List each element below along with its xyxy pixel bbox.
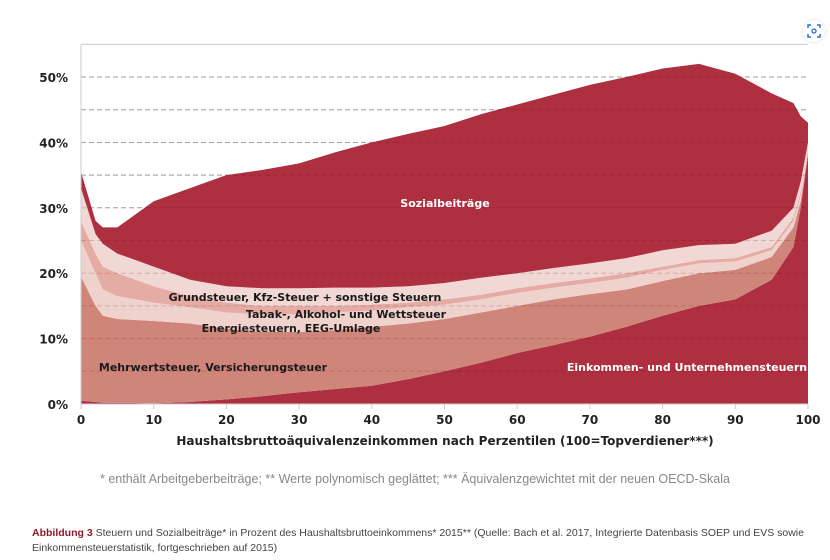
label-sozialbeitraege: Sozialbeiträge <box>400 197 489 210</box>
x-tick-label: 60 <box>509 413 526 427</box>
label-tabak: Tabak-, Alkohol- und Wettsteuer <box>246 308 447 321</box>
x-tick-label: 70 <box>582 413 599 427</box>
x-tick-label: 80 <box>654 413 671 427</box>
x-tick-label: 40 <box>363 413 380 427</box>
stacked-area-chart: 0 10 20 30 40 50 60 70 80 90 1000%10%20%30%40%50% … <box>39 43 821 448</box>
figure-caption: Abbildung 3 Steuern und Sozialbeiträge* … <box>32 526 830 556</box>
label-mehrwertsteuer: Mehrwertsteuer, Versicherungsteuer <box>99 361 328 374</box>
caption-text: Steuern und Sozialbeiträge* in Prozent d… <box>32 527 804 554</box>
x-axis-title: Haushaltsbruttoäquivalenzeinkommen nach … <box>176 434 713 448</box>
area-mehrwertsteuer-versicherungsteuer <box>81 152 808 404</box>
x-tick-label: 10 <box>145 413 162 427</box>
x-tick-label: 50 <box>436 413 453 427</box>
expand-icon <box>807 24 821 38</box>
x-tick-label: 100 <box>795 413 820 427</box>
x-tick-label: 30 <box>291 413 308 427</box>
label-grundsteuer: Grundsteuer, Kfz-Steuer + sonstige Steue… <box>169 291 442 304</box>
y-tick-label: 50% <box>39 71 68 85</box>
y-tick-label: 0% <box>48 398 68 412</box>
y-tick-label: 10% <box>39 333 68 347</box>
x-tick-label: 20 <box>218 413 235 427</box>
area-sozialbeitr-ge <box>81 63 808 289</box>
caption-label: Abbildung 3 <box>32 527 93 539</box>
y-tick-label: 30% <box>39 202 68 216</box>
area-einkommen-und-unternehmensteuern <box>81 155 808 404</box>
label-energie: Energiesteuern, EEG-Umlage <box>202 322 381 335</box>
area-tabak-alkohol-und-wettsteuer <box>81 147 808 315</box>
label-einkommensteuer: Einkommen- und Unternehmensteuern <box>567 361 807 374</box>
y-tick-label: 20% <box>39 267 68 281</box>
area-energiesteuern-eeg-umlage <box>81 148 808 333</box>
expand-image-button[interactable] <box>803 20 825 42</box>
area-grundsteuer-kfz-steuer-sonstige-steuern <box>81 142 808 306</box>
chart-footnote: * enthält Arbeitgeberbeiträge; ** Werte … <box>100 472 730 486</box>
x-tick-label: 0 <box>77 413 85 427</box>
x-tick-label: 90 <box>727 413 744 427</box>
y-tick-label: 40% <box>39 136 68 150</box>
